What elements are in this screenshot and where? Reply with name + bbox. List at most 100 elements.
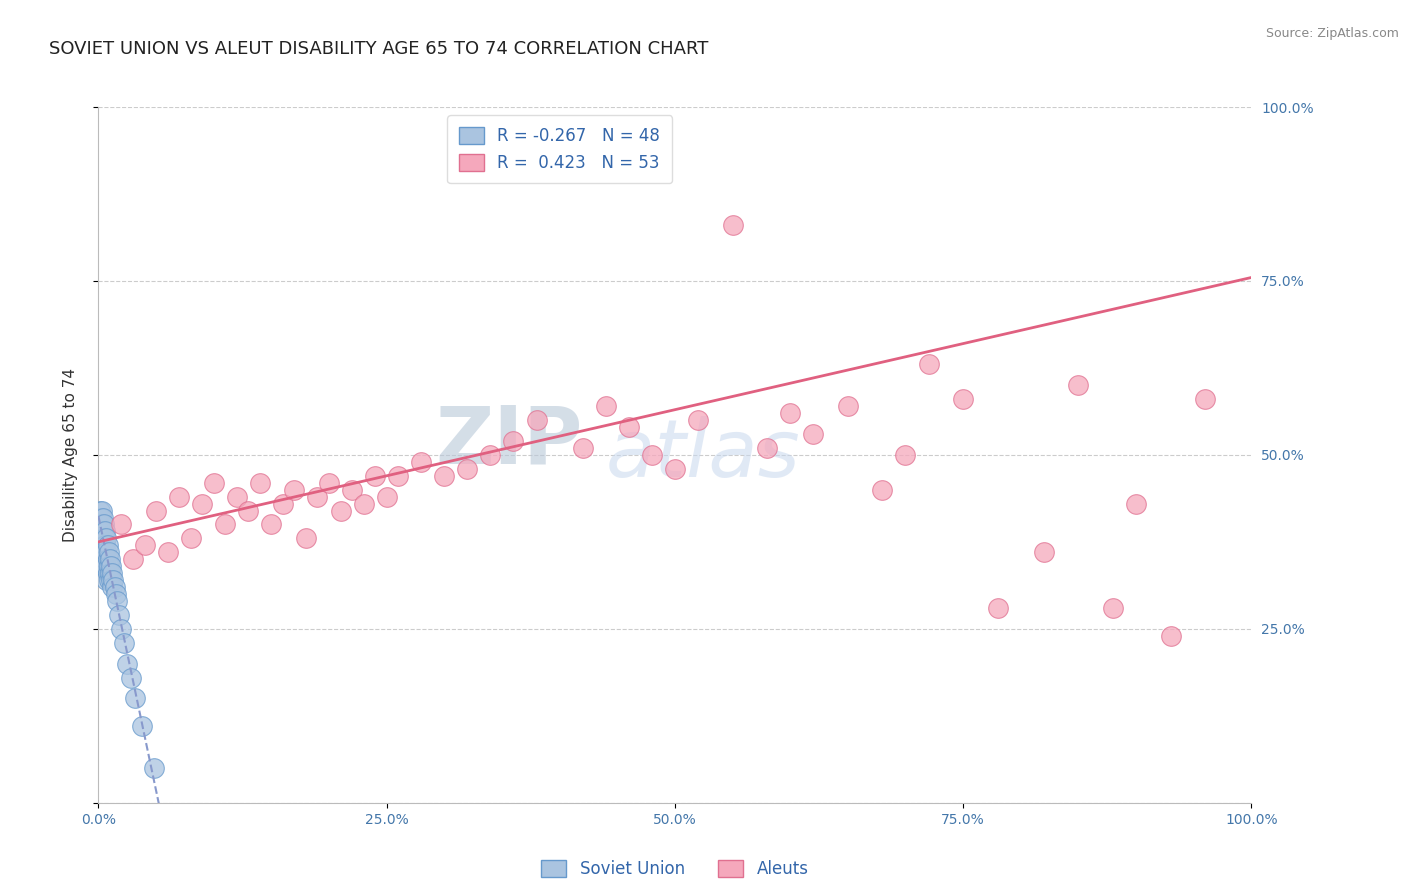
- Point: [271, 497, 294, 511]
- Point: [90, 510, 112, 524]
- Point: [952, 392, 974, 407]
- Text: Source: ZipAtlas.com: Source: ZipAtlas.com: [1265, 27, 1399, 40]
- Point: [238, 503, 260, 517]
- Point: [93, 545, 115, 559]
- Point: [91, 538, 114, 552]
- Point: [595, 399, 617, 413]
- Point: [779, 406, 801, 420]
- Point: [641, 448, 664, 462]
- Point: [97, 573, 120, 587]
- Point: [872, 483, 894, 497]
- Point: [96, 545, 118, 559]
- Point: [721, 219, 744, 233]
- Point: [329, 503, 352, 517]
- Point: [1067, 378, 1090, 392]
- Point: [112, 636, 135, 650]
- Point: [456, 462, 478, 476]
- Point: [90, 503, 112, 517]
- Text: atlas: atlas: [606, 416, 800, 494]
- Point: [98, 552, 121, 566]
- Point: [142, 761, 165, 775]
- Point: [1125, 497, 1147, 511]
- Point: [101, 566, 124, 581]
- Point: [214, 517, 236, 532]
- Point: [103, 580, 125, 594]
- Point: [1032, 545, 1054, 559]
- Point: [894, 448, 917, 462]
- Point: [664, 462, 686, 476]
- Point: [96, 559, 118, 574]
- Point: [103, 573, 125, 587]
- Point: [283, 483, 305, 497]
- Point: [96, 532, 118, 546]
- Point: [318, 475, 340, 490]
- Point: [502, 434, 524, 448]
- Point: [101, 580, 124, 594]
- Point: [387, 468, 409, 483]
- Point: [100, 559, 122, 574]
- Point: [117, 657, 139, 671]
- Point: [97, 559, 120, 574]
- Point: [89, 517, 111, 532]
- Point: [249, 475, 271, 490]
- Point: [120, 671, 142, 685]
- Point: [1194, 392, 1216, 407]
- Point: [686, 413, 709, 427]
- Point: [91, 524, 114, 539]
- Legend: Soviet Union, Aleuts: Soviet Union, Aleuts: [534, 854, 815, 885]
- Point: [104, 587, 127, 601]
- Text: SOVIET UNION VS ALEUT DISABILITY AGE 65 TO 74 CORRELATION CHART: SOVIET UNION VS ALEUT DISABILITY AGE 65 …: [49, 40, 709, 58]
- Point: [97, 545, 120, 559]
- Point: [90, 532, 112, 546]
- Point: [110, 622, 132, 636]
- Point: [97, 538, 120, 552]
- Point: [124, 691, 146, 706]
- Point: [167, 490, 190, 504]
- Point: [94, 552, 117, 566]
- Point: [837, 399, 859, 413]
- Point: [100, 573, 122, 587]
- Point: [89, 503, 111, 517]
- Point: [97, 552, 120, 566]
- Point: [93, 532, 115, 546]
- Point: [97, 566, 120, 581]
- Point: [90, 517, 112, 532]
- Point: [96, 573, 118, 587]
- Point: [1102, 601, 1125, 615]
- Point: [801, 427, 824, 442]
- Point: [260, 517, 283, 532]
- Point: [98, 566, 121, 581]
- Point: [411, 455, 433, 469]
- Point: [105, 594, 128, 608]
- Point: [202, 475, 225, 490]
- Point: [90, 538, 112, 552]
- Point: [134, 538, 156, 552]
- Point: [90, 524, 112, 539]
- Point: [353, 497, 375, 511]
- Point: [756, 441, 779, 455]
- Y-axis label: Disability Age 65 to 74: Disability Age 65 to 74: [63, 368, 77, 542]
- Point: [94, 538, 117, 552]
- Point: [90, 545, 112, 559]
- Point: [108, 607, 131, 622]
- Point: [225, 490, 247, 504]
- Point: [145, 503, 167, 517]
- Point: [156, 545, 179, 559]
- Point: [91, 552, 114, 566]
- Point: [433, 468, 456, 483]
- Point: [93, 559, 115, 574]
- Point: [307, 490, 329, 504]
- Point: [110, 517, 132, 532]
- Point: [571, 441, 593, 455]
- Text: ZIP: ZIP: [436, 402, 582, 480]
- Point: [1160, 629, 1182, 643]
- Point: [526, 413, 548, 427]
- Point: [479, 448, 502, 462]
- Point: [375, 490, 398, 504]
- Point: [180, 532, 202, 546]
- Point: [295, 532, 318, 546]
- Point: [91, 510, 114, 524]
- Point: [987, 601, 1010, 615]
- Point: [191, 497, 214, 511]
- Point: [93, 517, 115, 532]
